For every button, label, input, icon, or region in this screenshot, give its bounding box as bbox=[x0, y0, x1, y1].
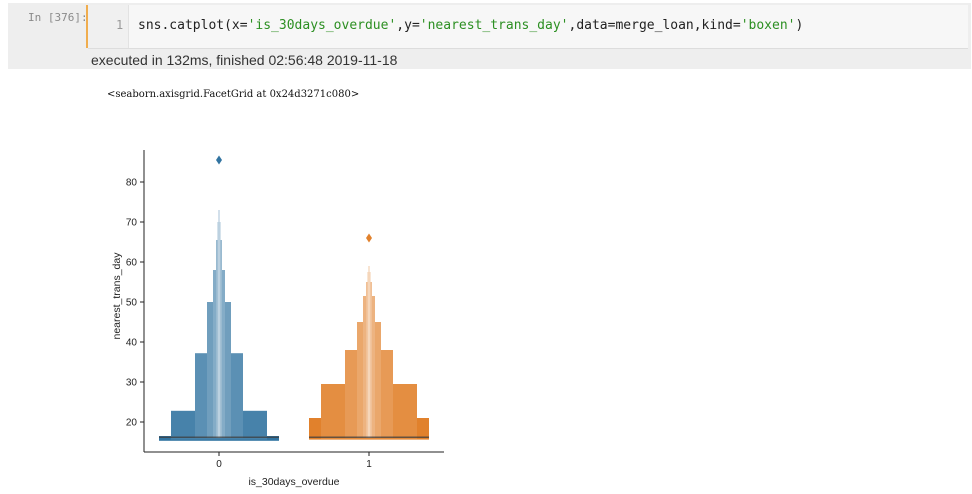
y-tick-label: 80 bbox=[126, 178, 138, 189]
x-tick-label: 0 bbox=[216, 459, 222, 470]
x-axis-label: is_30days_overdue bbox=[248, 476, 339, 488]
y-tick-label: 30 bbox=[126, 378, 138, 389]
outlier-point bbox=[216, 155, 222, 165]
line-gutter: 1 bbox=[88, 5, 129, 48]
y-tick-label: 50 bbox=[126, 298, 138, 309]
code-token: ,y= bbox=[396, 18, 420, 33]
code-line[interactable]: sns.catplot(x='is_30days_overdue',y='nea… bbox=[138, 18, 803, 33]
x-tick-label: 1 bbox=[366, 459, 372, 470]
code-token: ,data=merge_loan,kind= bbox=[568, 18, 741, 33]
y-tick-label: 40 bbox=[126, 338, 138, 349]
y-tick-label: 60 bbox=[126, 258, 138, 269]
cell-prompt: In [376]: bbox=[28, 11, 88, 24]
output-repr: <seaborn.axisgrid.FacetGrid at 0x24d3271… bbox=[107, 89, 360, 100]
notebook-code-cell[interactable]: In [376]: 1 sns.catplot(x='is_30days_ove… bbox=[8, 3, 971, 69]
code-string-token: 'is_30days_overdue' bbox=[247, 18, 397, 33]
outlier-point bbox=[366, 233, 372, 243]
boxen-box bbox=[218, 210, 220, 438]
code-string-token: 'nearest_trans_day' bbox=[419, 18, 569, 33]
code-string-token: 'boxen' bbox=[740, 18, 796, 33]
y-axis-label: nearest_trans_day bbox=[111, 252, 123, 340]
execution-status: executed in 132ms, finished 02:56:48 201… bbox=[91, 52, 398, 68]
exec-divider bbox=[88, 48, 968, 49]
y-tick-label: 20 bbox=[126, 418, 138, 429]
y-tick-label: 70 bbox=[126, 218, 138, 229]
code-editor[interactable]: 1 sns.catplot(x='is_30days_overdue',y='n… bbox=[86, 5, 968, 48]
code-token: ) bbox=[795, 18, 804, 33]
line-number: 1 bbox=[116, 18, 124, 32]
boxen-box bbox=[368, 266, 370, 438]
code-token: sns.catplot(x= bbox=[138, 18, 248, 33]
